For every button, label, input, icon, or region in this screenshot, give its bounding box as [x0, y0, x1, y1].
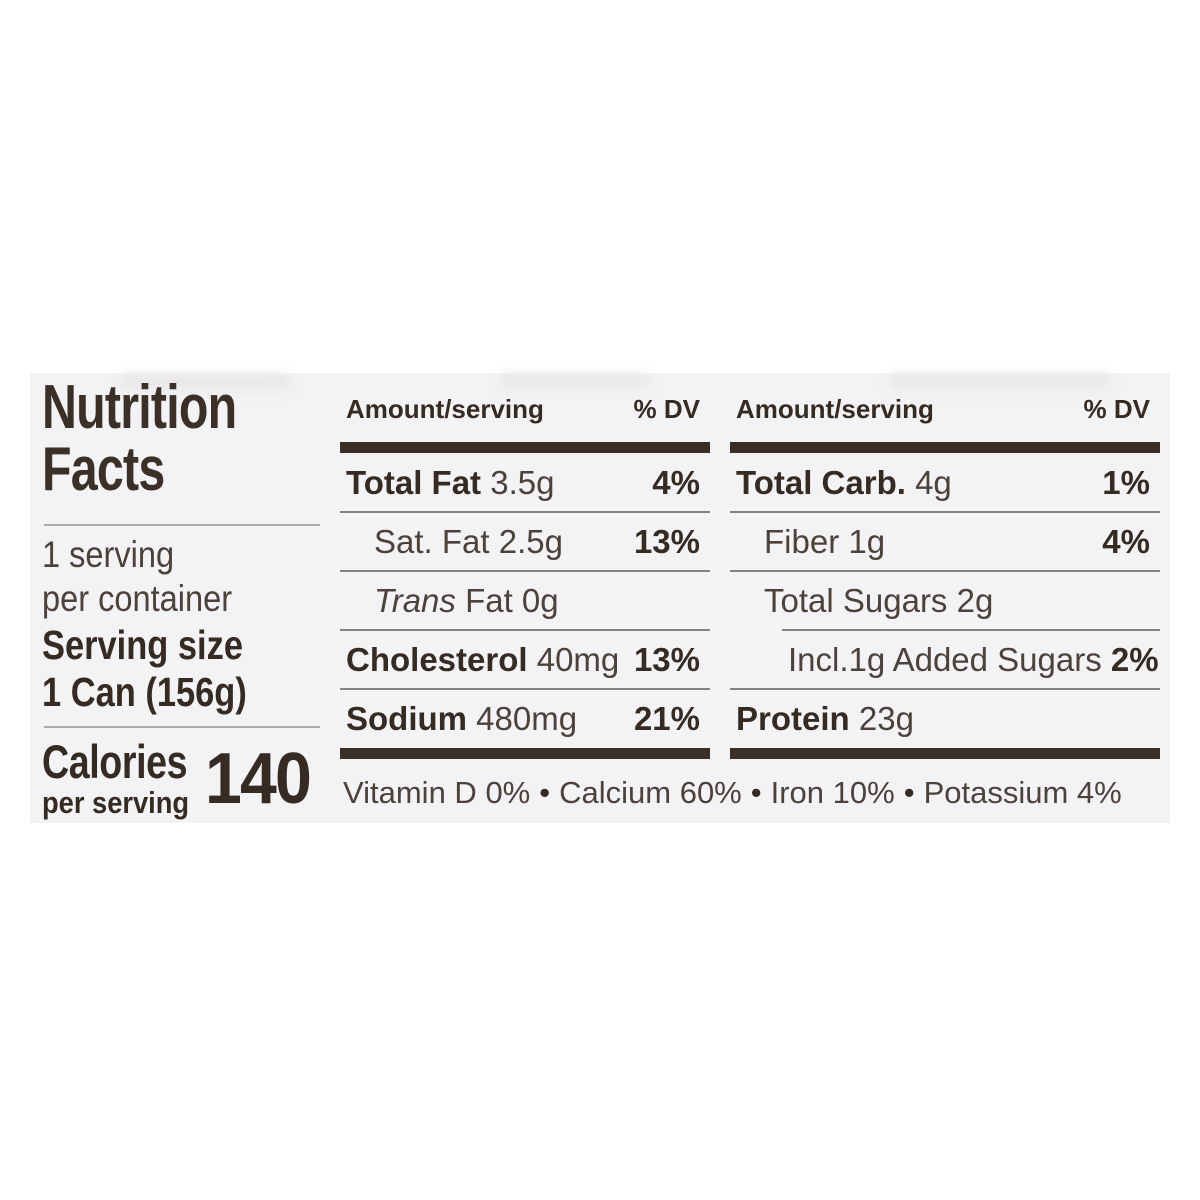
nutrient-name: Total Sugars: [764, 581, 948, 619]
nutrition-facts-title: Nutrition Facts: [42, 373, 237, 504]
amount-serving-header: Amount/serving: [346, 394, 544, 424]
nutrient-column-right: Amount/serving % DV Total Carb. 4g 1% Fi…: [730, 391, 1160, 759]
nutrient-dv: 13%: [633, 640, 700, 678]
thick-bar: [730, 442, 1160, 453]
bullet-separator: •: [903, 775, 915, 810]
nutrient-value: 4g: [915, 463, 952, 501]
bullet-separator: •: [539, 775, 551, 810]
divider: [44, 726, 320, 728]
row-sat-fat: Sat. Fat 2.5g 13%: [340, 511, 710, 571]
divider: [340, 570, 710, 572]
divider: [730, 511, 1160, 513]
row-protein: Protein 23g: [730, 688, 1160, 748]
nutrient-name: Total Carb.: [736, 463, 906, 501]
divider: [340, 511, 710, 513]
divider: [730, 570, 1160, 572]
thick-bar: [340, 442, 710, 453]
nutrient-name: Sodium: [346, 699, 467, 737]
row-added-sugars: Incl.1g Added Sugars 2%: [730, 629, 1160, 689]
nutrient-name: Incl.1g Added Sugars: [788, 640, 1102, 678]
print-smudge: [120, 375, 290, 389]
divider: [44, 524, 320, 526]
row-total-sugars: Total Sugars 2g: [730, 570, 1160, 630]
row-total-carb: Total Carb. 4g 1%: [730, 453, 1160, 512]
row-sodium: Sodium 480mg 21%: [340, 688, 710, 748]
calories-value: 140: [205, 739, 312, 819]
nutrient-value: Fat 0g: [465, 581, 559, 619]
percent-dv-header: % DV: [1083, 394, 1150, 424]
micronutrient-name: Iron: [770, 775, 825, 810]
micronutrient-item: Potassium 4%: [924, 775, 1122, 810]
nutrient-dv: 21%: [633, 699, 700, 737]
nutrient-value: 2g: [956, 581, 994, 619]
nutrient-dv: 4%: [1102, 522, 1150, 560]
nutrient-name: Protein: [736, 699, 850, 737]
micronutrient-name: Calcium: [559, 775, 672, 810]
row-cholesterol: Cholesterol 40mg 13%: [340, 629, 710, 689]
nutrient-name: Sat. Fat: [374, 522, 490, 560]
nutrient-dv: 1%: [1102, 463, 1150, 501]
nutrient-value: 3.5g: [490, 463, 555, 501]
nutrient-name: Cholesterol: [346, 640, 528, 678]
servings-per-container: 1 serving per container: [42, 533, 232, 621]
micronutrient-value: 0%: [485, 775, 531, 810]
micronutrient-item: Vitamin D 0%: [343, 775, 530, 810]
nutrient-value: 40mg: [536, 640, 620, 678]
nutrient-value: 1g: [848, 522, 886, 560]
micronutrient-name: Potassium: [923, 775, 1069, 810]
divider: [730, 688, 1160, 690]
servings-line-1: 1 serving: [42, 534, 175, 575]
bullet-separator: •: [750, 775, 762, 810]
serving-size: Serving size 1 Can (156g): [42, 622, 247, 716]
nutrient-name: Fiber: [764, 522, 840, 560]
micronutrient-name: Vitamin D: [343, 775, 477, 810]
nutrient-name: Total Fat: [346, 463, 482, 501]
micronutrients-line: Vitamin D 0% • Calcium 60% • Iron 10% • Potass…: [343, 775, 1122, 811]
title-line-2: Facts: [42, 435, 165, 504]
micronutrient-item: Iron 10%: [771, 775, 895, 810]
row-fiber: Fiber 1g 4%: [730, 511, 1160, 571]
divider: [340, 629, 710, 631]
divider: [782, 629, 1160, 631]
micronutrient-value: 4%: [1076, 775, 1122, 810]
nutrient-value: 480mg: [476, 699, 578, 737]
divider: [340, 688, 710, 690]
column-header: Amount/serving % DV: [340, 391, 710, 442]
serving-size-value: 1 Can (156g): [42, 669, 247, 715]
row-total-fat: Total Fat 3.5g 4%: [340, 453, 710, 512]
micronutrient-value: 10%: [832, 775, 895, 810]
row-trans-fat: Trans Fat 0g: [340, 570, 710, 630]
title-line-1: Nutrition: [42, 373, 237, 442]
calories-block: Calories per serving: [42, 735, 223, 820]
amount-serving-header: Amount/serving: [736, 394, 934, 424]
nutrition-facts-panel: Nutrition Facts 1 serving per container …: [30, 373, 1170, 823]
calories-label: Calories: [42, 735, 188, 788]
print-smudge: [890, 375, 1110, 388]
nutrient-name: Trans: [374, 581, 456, 619]
print-smudge: [500, 375, 650, 387]
nutrient-value: 2.5g: [498, 522, 563, 560]
nutrient-dv: 2%: [1110, 640, 1159, 678]
nutrient-dv: 13%: [633, 522, 700, 560]
serving-size-label: Serving size: [42, 622, 243, 668]
nutrient-column-left: Amount/serving % DV Total Fat 3.5g 4% Sa…: [340, 391, 710, 759]
calories-sublabel: per serving: [42, 785, 190, 820]
column-header: Amount/serving % DV: [730, 391, 1160, 442]
micronutrient-item: Calcium 60%: [559, 775, 742, 810]
micronutrient-value: 60%: [679, 775, 742, 810]
servings-line-2: per container: [42, 578, 233, 619]
nutrient-dv: 4%: [652, 463, 700, 501]
nutrient-value: 23g: [858, 699, 914, 737]
percent-dv-header: % DV: [633, 394, 700, 424]
thick-bar: [730, 748, 1160, 759]
thick-bar: [340, 748, 710, 759]
